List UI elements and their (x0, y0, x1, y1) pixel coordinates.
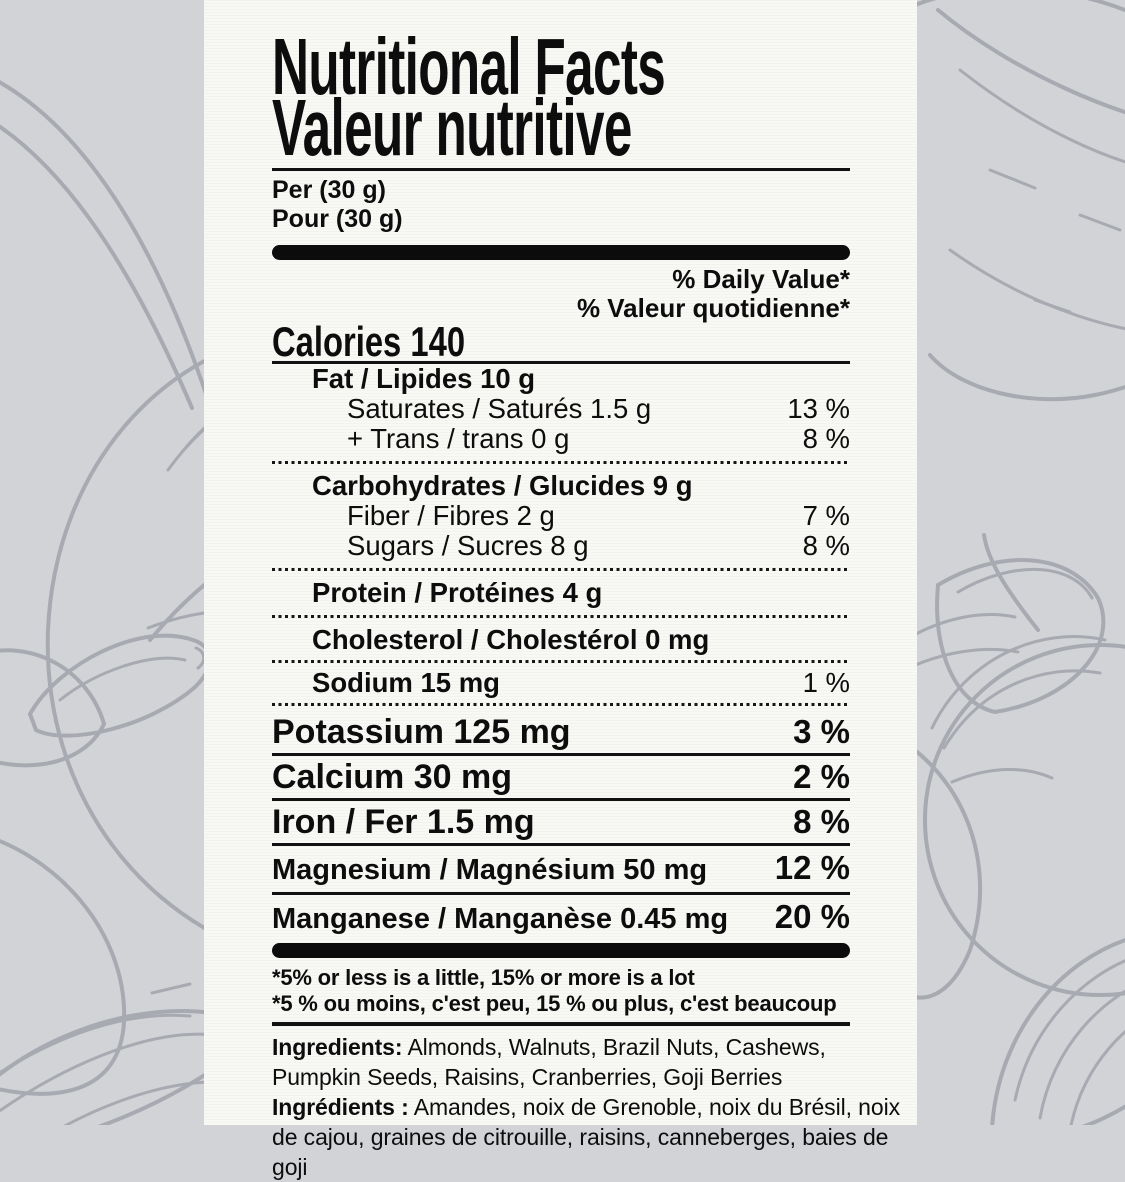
nutrient-dv: 1 % (802, 667, 850, 698)
daily-value-header-fr: % Valeur quotidienne* (576, 293, 850, 323)
separator-rule-heavy (272, 1022, 850, 1026)
dotted-separator (272, 615, 850, 618)
mineral-row-iron: Iron / Fer 1.5 mg 8 % (272, 801, 850, 843)
dotted-separator (272, 703, 850, 706)
nutrient-name: Sodium 15 mg (312, 667, 500, 698)
mineral-name: Manganese / Manganèse 0.45 mg (272, 903, 729, 935)
mineral-name: Potassium 125 mg (272, 713, 571, 751)
nutrient-row-cholesterol: Cholesterol / Cholestérol 0 mg (272, 625, 850, 655)
nutrient-name: + Trans / trans 0 g (347, 423, 570, 454)
daily-value-footnote-en: *5% or less is a little, 15% or more is … (272, 965, 695, 990)
nutrient-name: Cholesterol / Cholestérol 0 mg (312, 624, 710, 655)
separator-rule (272, 892, 850, 895)
calories-row: Calories 140 (272, 318, 466, 365)
nutrient-name: Protein / Protéines 4 g (312, 577, 603, 608)
mineral-name: Magnesium / Magnésium 50 mg (272, 854, 708, 886)
thick-separator-bar-bottom (272, 943, 850, 958)
ingredients-list-en: Ingredients: Almonds, Walnuts, Brazil Nu… (272, 1032, 917, 1092)
daily-value-header-en: % Daily Value* (672, 264, 850, 294)
nutrient-row-fat: Fat / Lipides 10 g (272, 364, 850, 394)
ingredients-list-fr: Ingrédients : Amandes, noix de Grenoble,… (272, 1092, 917, 1182)
mineral-row-manganese: Manganese / Manganèse 0.45 mg 20 % (272, 895, 850, 941)
mineral-name: Calcium 30 mg (272, 758, 512, 796)
mineral-row-potassium: Potassium 125 mg 3 % (272, 711, 850, 753)
daily-value-footnote-fr: *5 % ou moins, c'est peu, 15 % ou plus, … (272, 991, 837, 1016)
nutrient-dv: 8 % (802, 423, 850, 454)
separator-rule (272, 361, 850, 364)
mineral-dv: 12 % (774, 849, 850, 886)
nutrient-dv: 13 % (787, 393, 850, 424)
dotted-separator (272, 660, 850, 663)
nutrient-name: Carbohydrates / Glucides 9 g (312, 470, 693, 501)
nutrition-label-panel: Nutritional Facts Valeur nutritive Per (… (204, 0, 917, 1180)
label-title-fr: Valeur nutritive (272, 83, 632, 172)
thick-separator-bar-top (272, 245, 850, 260)
serving-size-en: Per (30 g) (272, 176, 386, 204)
nutrient-row-saturates: Saturates / Saturés 1.5 g 13 % (272, 394, 850, 424)
mineral-dv: 2 % (793, 758, 850, 795)
ingredients-label-fr: Ingrédients : (272, 1094, 409, 1120)
nutrient-row-carbohydrates: Carbohydrates / Glucides 9 g (272, 471, 850, 501)
ingredients-label-en: Ingredients: (272, 1034, 403, 1060)
mineral-name: Iron / Fer 1.5 mg (272, 803, 535, 841)
separator-rule (272, 753, 850, 756)
mineral-dv: 3 % (793, 713, 850, 750)
nutrient-row-protein: Protein / Protéines 4 g (272, 578, 850, 608)
nutrient-row-fiber: Fiber / Fibres 2 g 7 % (272, 501, 850, 531)
mineral-row-magnesium: Magnesium / Magnésium 50 mg 12 % (272, 846, 850, 892)
dotted-separator (272, 461, 850, 464)
mineral-row-calcium: Calcium 30 mg 2 % (272, 756, 850, 798)
nutrient-row-sugars: Sugars / Sucres 8 g 8 % (272, 531, 850, 561)
label-title-en: Nutritional Facts (272, 22, 666, 111)
nutrient-name: Fiber / Fibres 2 g (347, 500, 555, 531)
separator-rule (272, 798, 850, 801)
nutrient-dv: 7 % (802, 500, 850, 531)
mineral-dv: 8 % (793, 803, 850, 840)
nutrient-row-trans: + Trans / trans 0 g 8 % (272, 424, 850, 454)
nutrient-dv: 8 % (802, 530, 850, 561)
dotted-separator (272, 568, 850, 571)
nutrient-name: Sugars / Sucres 8 g (347, 530, 589, 561)
separator-rule (272, 843, 850, 846)
serving-size-fr: Pour (30 g) (272, 205, 403, 233)
nutrient-row-sodium: Sodium 15 mg 1 % (272, 668, 850, 698)
nutrient-name: Saturates / Saturés 1.5 g (347, 393, 652, 424)
separator-rule (272, 168, 850, 171)
mineral-dv: 20 % (774, 898, 850, 935)
nutrient-name: Fat / Lipides 10 g (312, 363, 536, 394)
ingredients-text-en: Almonds, Walnuts, Brazil Nuts, Cashews, … (272, 1034, 826, 1090)
